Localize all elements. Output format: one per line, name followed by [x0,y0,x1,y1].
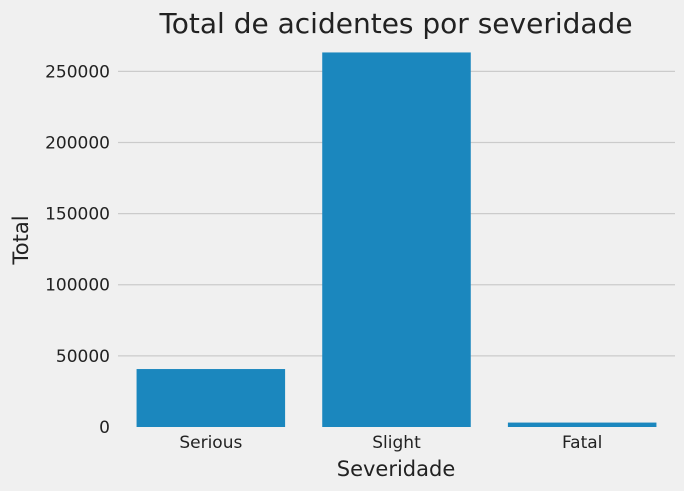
bar-serious [136,369,286,427]
chart-title: Total de acidentes por severidade [158,7,632,40]
x-tick-label-serious: Serious [179,433,242,453]
y-tick-label: 150000 [45,205,110,225]
x-axis-label: Severidade [337,457,456,481]
y-axis-label: Total [9,215,33,265]
y-tick-label: 250000 [45,62,110,82]
y-tick-label: 50000 [56,347,110,367]
y-tick-label: 200000 [45,133,110,153]
y-tick-label: 100000 [45,276,110,296]
bars [136,52,657,427]
x-tick-label-slight: Slight [372,433,421,453]
bar-fatal [507,422,657,427]
x-tick-label-fatal: Fatal [562,433,602,453]
bar-slight [322,52,471,427]
x-tick-labels: Serious Slight Fatal [179,433,602,453]
y-tick-labels: 0 50000 100000 150000 200000 250000 [45,62,110,438]
y-tick-label: 0 [99,418,110,438]
